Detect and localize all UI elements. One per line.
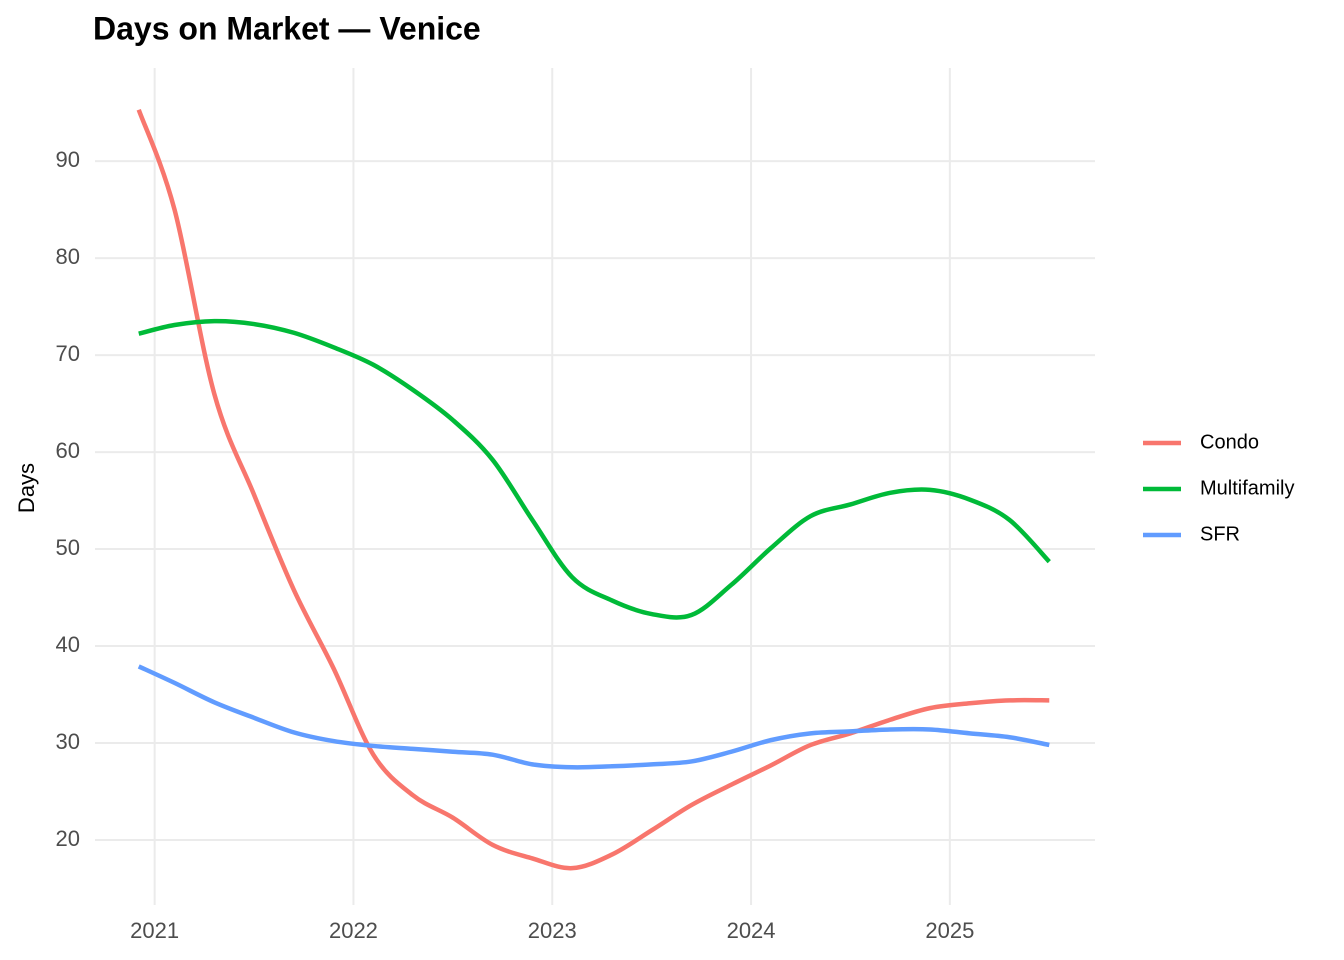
series-line <box>138 318 1051 620</box>
y-tick-label: 30 <box>56 729 80 754</box>
y-axis-label: Days <box>14 463 39 513</box>
legend-label: SFR <box>1200 523 1240 545</box>
y-tick-label: 60 <box>56 438 80 463</box>
x-tick-label: 2023 <box>528 918 577 943</box>
legend-label: Multifamily <box>1200 477 1294 499</box>
y-tick-label: 70 <box>56 341 80 366</box>
series-line <box>136 108 1050 871</box>
x-tick-label: 2022 <box>329 918 378 943</box>
legend-label: Condo <box>1200 431 1259 453</box>
x-tick-label: 2021 <box>130 918 179 943</box>
y-tick-label: 40 <box>56 632 80 657</box>
series-line <box>137 664 1050 770</box>
x-tick-label: 2025 <box>925 918 974 943</box>
x-tick-label: 2024 <box>727 918 776 943</box>
y-tick-label: 80 <box>56 244 80 269</box>
y-tick-label: 20 <box>56 826 80 851</box>
y-tick-label: 90 <box>56 147 80 172</box>
y-tick-label: 50 <box>56 535 80 560</box>
chart-title: Days on Market — Venice <box>93 10 481 46</box>
